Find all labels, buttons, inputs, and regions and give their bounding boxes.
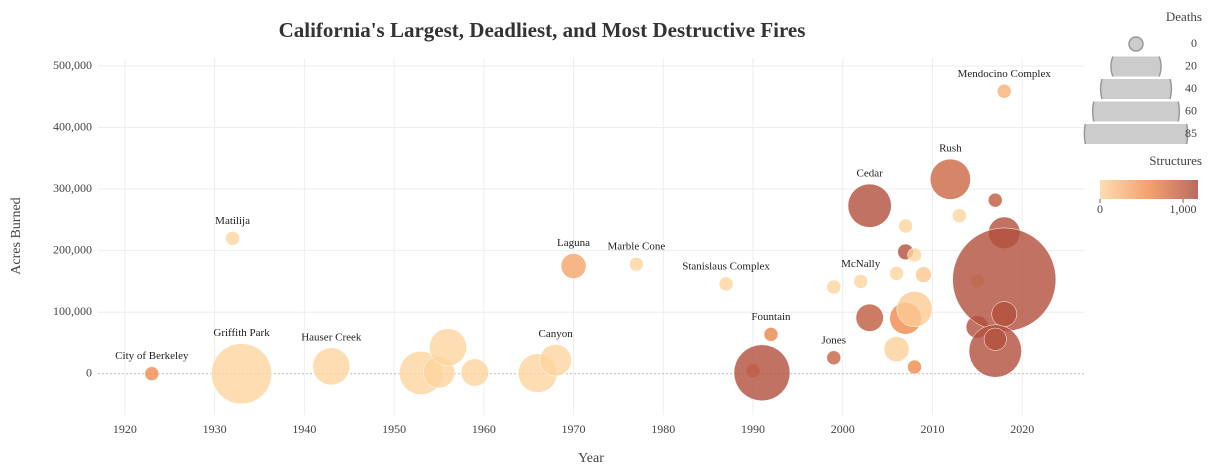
bubble xyxy=(889,266,904,281)
chart-title: California's Largest, Deadliest, and Mos… xyxy=(279,18,806,42)
bubble xyxy=(629,256,644,272)
y-tick-label: 0 xyxy=(86,366,92,380)
bubble xyxy=(996,83,1012,99)
x-tick-label: 1980 xyxy=(651,422,675,436)
y-tick-label: 400,000 xyxy=(53,119,92,133)
size-legend-marker xyxy=(1110,56,1162,77)
x-tick-label: 1970 xyxy=(562,422,586,436)
size-legend-title: Deaths xyxy=(1166,9,1202,24)
bubble xyxy=(826,279,842,295)
x-tick-label: 1990 xyxy=(741,422,765,436)
bubble-label: Rush xyxy=(939,143,962,155)
bubble xyxy=(718,276,734,292)
size-legend-label: 60 xyxy=(1185,103,1197,117)
bubble xyxy=(429,328,467,367)
bubble xyxy=(847,183,892,228)
x-tick-label: 1920 xyxy=(113,422,137,436)
x-tick-label: 2010 xyxy=(920,422,944,436)
size-legend-label: 20 xyxy=(1185,58,1197,72)
bubble xyxy=(211,343,272,405)
size-legend-marker xyxy=(1091,101,1181,122)
bubble-label: City of Berkeley xyxy=(115,350,189,362)
colorbar-tick-label: 1,000 xyxy=(1170,202,1197,216)
bubble-label: Laguna xyxy=(557,237,590,249)
size-legend-label: 40 xyxy=(1185,81,1197,95)
bubble xyxy=(968,324,1022,378)
size-legend-marker xyxy=(1099,79,1173,99)
bubble xyxy=(883,336,910,362)
bubble xyxy=(225,231,240,246)
bubble xyxy=(988,192,1003,208)
bubble xyxy=(733,344,791,402)
x-tick-label: 1940 xyxy=(292,422,316,436)
bubble-label: Canyon xyxy=(538,328,573,340)
x-tick-label: 1950 xyxy=(382,422,406,436)
bubble-label: Mendocino Complex xyxy=(958,68,1052,80)
bubble xyxy=(952,208,967,223)
x-tick-label: 2020 xyxy=(1010,422,1034,436)
x-axis-title: Year xyxy=(578,451,604,466)
colorbar-tick-label: 0 xyxy=(1097,202,1103,216)
bubble xyxy=(991,301,1018,327)
bubble xyxy=(539,344,572,377)
size-legend-label: 0 xyxy=(1191,36,1197,50)
y-tick-label: 100,000 xyxy=(53,304,92,318)
bubble-label: Fountain xyxy=(751,311,791,323)
bubble xyxy=(312,347,351,386)
size-legend-marker xyxy=(1083,124,1189,144)
bubble xyxy=(898,218,913,234)
bubble xyxy=(907,247,922,263)
bubble-label: Marble Cone xyxy=(607,241,665,253)
bubble xyxy=(826,350,842,366)
y-tick-label: 200,000 xyxy=(53,242,92,256)
bubble xyxy=(460,358,489,387)
bubble-label: Griffith Park xyxy=(213,327,270,339)
bubble xyxy=(907,359,922,375)
y-axis-title: Acres Burned xyxy=(9,197,24,274)
colorbar xyxy=(1100,180,1198,199)
bubble xyxy=(855,303,884,332)
bubble xyxy=(983,327,1007,351)
bubble xyxy=(144,366,160,381)
x-tick-label: 2000 xyxy=(831,422,855,436)
x-tick-label: 1930 xyxy=(203,422,227,436)
bubble xyxy=(929,158,971,200)
bubble xyxy=(896,291,933,328)
y-tick-label: 500,000 xyxy=(53,58,92,72)
bubble-label: Jones xyxy=(822,334,846,346)
size-legend-marker xyxy=(1128,36,1144,52)
y-tick-label: 300,000 xyxy=(53,181,92,195)
bubble xyxy=(915,266,932,283)
x-tick-label: 1960 xyxy=(472,422,496,436)
bubble-label: Matilija xyxy=(215,215,250,227)
bubble-label: Hauser Creek xyxy=(301,331,362,343)
bubble xyxy=(763,327,779,342)
bubble-label: Stanislaus Complex xyxy=(682,260,770,272)
bubble-label: McNally xyxy=(841,258,881,270)
bubble xyxy=(560,253,587,279)
bubble-label: Cedar xyxy=(857,168,884,180)
bubbles xyxy=(144,83,1057,405)
bubble xyxy=(853,274,868,289)
size-legend-label: 85 xyxy=(1185,126,1197,140)
colorbar-title: Structures xyxy=(1149,153,1202,168)
